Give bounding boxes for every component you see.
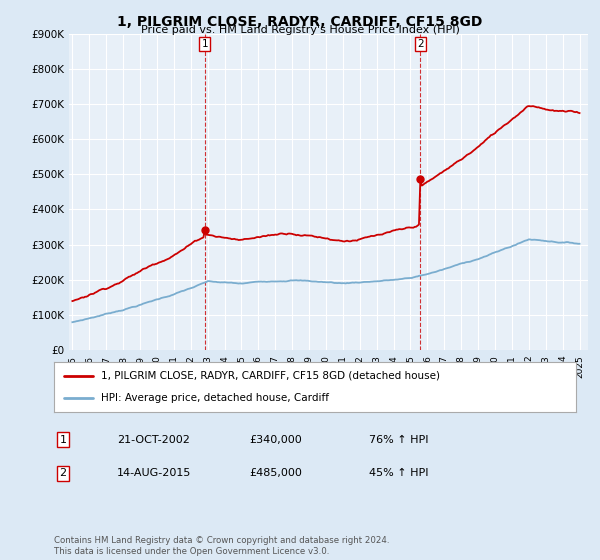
Text: 14-AUG-2015: 14-AUG-2015 (117, 468, 191, 478)
Text: 1, PILGRIM CLOSE, RADYR, CARDIFF, CF15 8GD: 1, PILGRIM CLOSE, RADYR, CARDIFF, CF15 8… (118, 15, 482, 29)
Text: £485,000: £485,000 (249, 468, 302, 478)
Text: 2: 2 (59, 468, 67, 478)
Text: £340,000: £340,000 (249, 435, 302, 445)
Text: 2: 2 (417, 39, 424, 49)
Text: Price paid vs. HM Land Registry's House Price Index (HPI): Price paid vs. HM Land Registry's House … (140, 25, 460, 35)
Text: HPI: Average price, detached house, Cardiff: HPI: Average price, detached house, Card… (101, 393, 329, 403)
Text: Contains HM Land Registry data © Crown copyright and database right 2024.
This d: Contains HM Land Registry data © Crown c… (54, 536, 389, 556)
Text: 1, PILGRIM CLOSE, RADYR, CARDIFF, CF15 8GD (detached house): 1, PILGRIM CLOSE, RADYR, CARDIFF, CF15 8… (101, 371, 440, 381)
Text: 21-OCT-2002: 21-OCT-2002 (117, 435, 190, 445)
Text: 1: 1 (59, 435, 67, 445)
Text: 76% ↑ HPI: 76% ↑ HPI (369, 435, 428, 445)
Text: 1: 1 (202, 39, 208, 49)
Text: 45% ↑ HPI: 45% ↑ HPI (369, 468, 428, 478)
